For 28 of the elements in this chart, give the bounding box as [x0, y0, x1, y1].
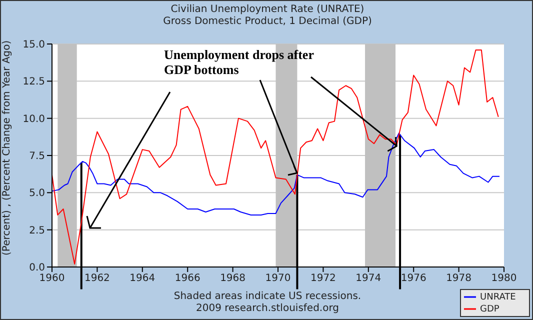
x-tick-label: 1976	[400, 273, 426, 284]
y-tick-label: 10.0	[22, 114, 45, 125]
x-tick-label: 1960	[39, 273, 65, 284]
text: Shaded areas indicate US recessions.	[174, 291, 362, 302]
chart-subtitle: Gross Domestic Product, 1 Decimal (GDP)	[162, 16, 373, 28]
y-tick-label: 0.0	[29, 262, 45, 274]
y-tick-label: 2.5	[29, 225, 45, 236]
x-tick-label: 1968	[220, 273, 246, 284]
chart-title: Civilian Unemployment Rate (UNRATE)	[170, 4, 366, 16]
x-tick-label: 1978	[446, 273, 472, 284]
annotation: Unemployment drops after GDP bottoms	[164, 47, 315, 77]
x-tick-label: 1962	[84, 273, 110, 284]
x-tick-label: 1964	[130, 273, 156, 284]
legend-label: GDP	[480, 304, 500, 314]
y-tick-label: 12.5	[22, 76, 45, 88]
x-tick-label: 1972	[310, 273, 336, 284]
y-tick-label: 15.0	[22, 40, 45, 51]
x-tick-label: 1980	[491, 273, 517, 284]
x-tick-label: 1966	[174, 273, 200, 284]
line-series	[52, 132, 500, 216]
text: 2009 research.stlouisfed.org	[196, 303, 340, 314]
y-tick-label: 7.5	[29, 151, 45, 162]
line-series	[52, 49, 499, 265]
x-tick-label: 1970	[265, 273, 291, 284]
x-tick-label: 1974	[356, 273, 382, 284]
y-axis-title: (Percent) , (Percent Change from Year Ago)	[2, 40, 13, 256]
y-tick-label: 5.0	[29, 188, 45, 200]
legend-label: UNRATE	[480, 292, 516, 302]
